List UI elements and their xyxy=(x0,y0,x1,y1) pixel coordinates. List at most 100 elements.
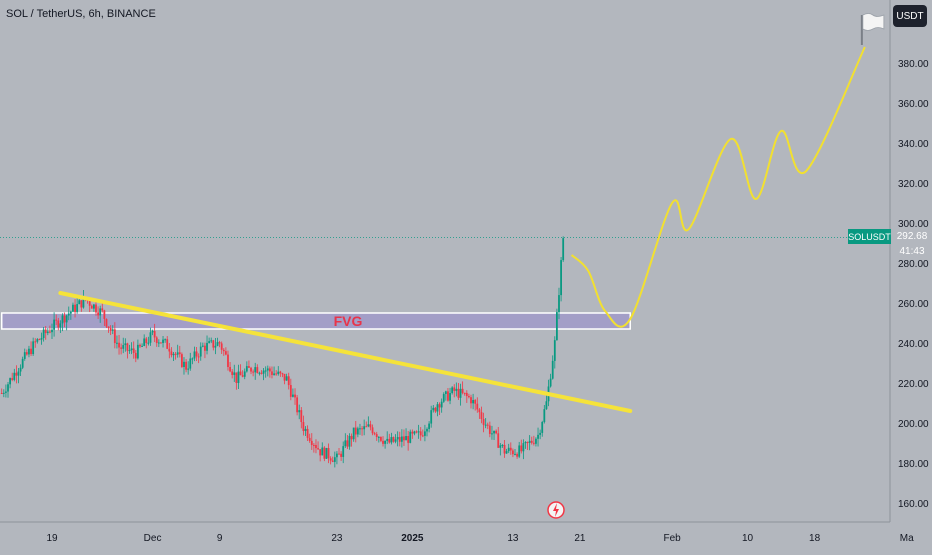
y-tick-label: 340.00 xyxy=(898,139,929,150)
candle-body xyxy=(518,445,521,457)
candle-body xyxy=(224,351,227,355)
candle-body xyxy=(336,453,338,458)
candle-body xyxy=(296,397,299,413)
candle-body xyxy=(93,304,95,309)
candle-body xyxy=(201,345,204,347)
candle-body xyxy=(111,329,114,331)
candle-body xyxy=(49,331,51,333)
trendline[interactable] xyxy=(58,291,633,413)
candle-body xyxy=(405,436,407,441)
y-tick-label: 220.00 xyxy=(898,379,929,390)
candle-body xyxy=(317,448,319,450)
candle-body xyxy=(99,308,102,316)
candle-body xyxy=(352,427,355,440)
candle-body xyxy=(535,438,537,444)
currency-button[interactable]: USDT xyxy=(893,5,927,27)
candle-body xyxy=(254,367,257,373)
candle-body xyxy=(252,371,255,373)
y-tick-label: 160.00 xyxy=(898,499,929,510)
candle-body xyxy=(474,399,477,404)
candle-body xyxy=(327,448,330,459)
candle-body xyxy=(195,351,198,357)
candle-body xyxy=(325,448,328,459)
candle-body xyxy=(537,434,539,439)
candle-body xyxy=(396,437,399,440)
candle-body xyxy=(28,348,30,355)
candle-body xyxy=(465,392,468,397)
candle-body xyxy=(444,391,447,395)
candle-body xyxy=(185,361,187,370)
candle-body xyxy=(36,339,39,342)
candle-body xyxy=(204,345,206,351)
x-tick-label: Feb xyxy=(664,533,682,544)
candle-body xyxy=(101,308,104,311)
candle-body xyxy=(553,340,556,361)
candle-body xyxy=(319,449,322,456)
candle-body xyxy=(174,353,177,355)
candle-body xyxy=(170,351,173,356)
candle-body xyxy=(128,350,131,352)
candle-body xyxy=(208,341,211,343)
y-tick-label: 380.00 xyxy=(898,59,929,70)
candle-body xyxy=(340,453,343,457)
candle-body xyxy=(365,426,368,428)
candle-body xyxy=(279,371,282,374)
candle-body xyxy=(432,407,435,411)
candle-body xyxy=(266,368,269,371)
y-tick-label: 240.00 xyxy=(898,339,929,350)
candle-body xyxy=(468,396,470,398)
candle-body xyxy=(440,401,443,408)
candle-body xyxy=(260,372,263,374)
candle-body xyxy=(76,304,79,312)
candle-body xyxy=(482,418,485,425)
lightning-icon[interactable] xyxy=(547,501,565,519)
candle-body xyxy=(302,422,305,431)
candle-body xyxy=(522,443,525,452)
candle-body xyxy=(233,372,236,375)
candle-body xyxy=(42,329,45,339)
candle-body xyxy=(524,442,527,444)
y-tick-label: 180.00 xyxy=(898,459,929,470)
candle-body xyxy=(164,339,167,341)
candle-body xyxy=(495,430,498,434)
x-tick-label: 19 xyxy=(46,533,58,544)
candle-body xyxy=(398,437,401,442)
candle-body xyxy=(5,391,7,393)
fvg-zone[interactable] xyxy=(0,312,631,330)
candle-body xyxy=(256,367,259,373)
candle-body xyxy=(461,388,464,393)
candle-body xyxy=(558,295,560,313)
candle-body xyxy=(543,409,546,423)
candle-body xyxy=(32,341,35,355)
candle-body xyxy=(160,342,162,344)
candle-body xyxy=(97,312,99,316)
candle-body xyxy=(426,428,428,432)
candle-body xyxy=(275,373,278,375)
candle-body xyxy=(69,311,72,314)
candle-body xyxy=(38,339,41,341)
candle-body xyxy=(541,422,544,433)
x-tick-label: 2025 xyxy=(401,533,424,544)
projection-path[interactable] xyxy=(570,46,866,328)
candle-body xyxy=(143,338,146,346)
candle-body xyxy=(331,460,334,462)
candle-body xyxy=(480,412,483,419)
price-badge-countdown: 41:43 xyxy=(899,246,925,257)
candle-body xyxy=(516,453,518,457)
x-tick-label: 21 xyxy=(574,533,586,544)
candle-body xyxy=(9,378,11,385)
y-tick-label: 260.00 xyxy=(898,299,929,310)
candle-body xyxy=(526,442,529,444)
candle-body xyxy=(403,436,405,441)
candle-body xyxy=(281,373,284,375)
candle-body xyxy=(472,399,474,404)
candle-body xyxy=(386,438,389,441)
candle-body xyxy=(19,367,22,372)
candle-body xyxy=(149,332,152,343)
candle-body xyxy=(350,435,353,440)
candle-body xyxy=(507,447,510,452)
candle-body xyxy=(430,410,433,424)
candle-body xyxy=(2,392,5,394)
